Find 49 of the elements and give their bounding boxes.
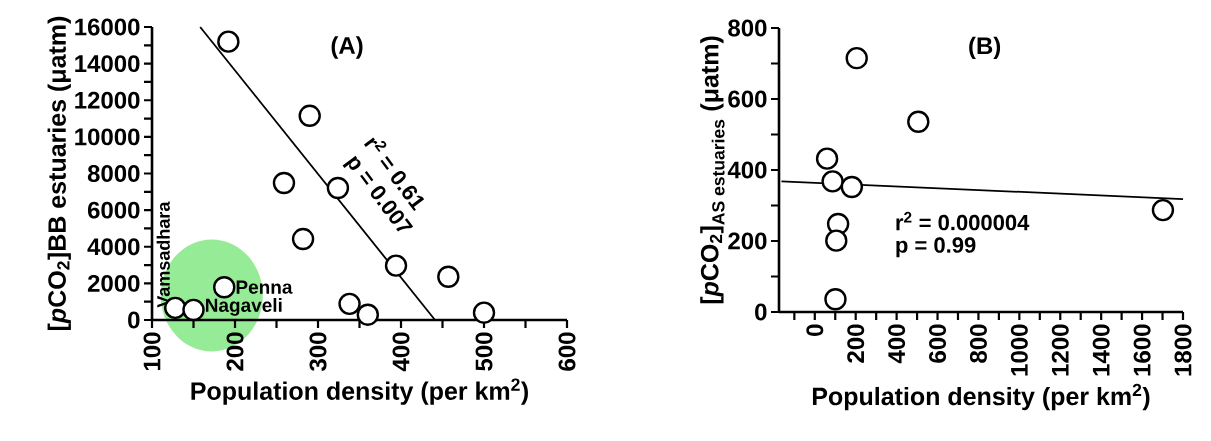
point [821, 170, 844, 193]
annotation: Penna [236, 280, 293, 294]
annotation: r$^{2}$ = 0.000004 [896, 211, 1030, 231]
y-tick-label: 400 [727, 161, 767, 179]
x-tick-label: 200 [847, 324, 865, 363]
point [384, 254, 408, 277]
x-tick-label: 1600 [1133, 324, 1151, 376]
point [182, 298, 205, 322]
point [356, 303, 380, 326]
y-tick-label: 0 [755, 303, 767, 321]
y-tick-label: 4000 [87, 238, 140, 256]
point [907, 110, 930, 133]
annotation: p = 0.99 [896, 237, 976, 258]
x-axis-title: Population density (per km$^{2}$) [191, 378, 528, 405]
y-tick-label: 600 [728, 90, 767, 108]
point [840, 175, 864, 199]
point [213, 276, 236, 299]
y-tick-label: 10000 [75, 128, 140, 146]
chart-title: (A) [331, 36, 363, 59]
y-tick-label: 14000 [75, 55, 140, 73]
y-tick-label: 800 [728, 19, 767, 37]
x-tick-label: 1800 [1174, 324, 1192, 376]
y-tick-label: 16000 [75, 18, 140, 36]
y-tick-label: 6000 [87, 201, 140, 219]
x-tick-label: 600 [558, 332, 576, 371]
x-tick-label: 400 [392, 332, 410, 372]
x-tick-label: 800 [969, 324, 987, 363]
y-axis-title: $\text{[}\textit{p}\text{CO}_{\text{2}}\text{]}_{\text{AS estuaries}}\text{ (μatm)}$ [700, 36, 725, 304]
x-tick-label: 300 [309, 332, 327, 372]
y-tick-label: 200 [728, 232, 767, 250]
x-tick-label: 400 [888, 324, 906, 364]
x-tick-label: 1000 [1010, 324, 1028, 376]
y-tick-label: 2000 [87, 274, 140, 292]
x-tick-label: 200 [226, 332, 244, 371]
annotation: Nagaveli [205, 298, 282, 316]
y-axis-title: $\text{[}\textit{p}\text{CO}_{\text{2}}\text{]BB estuaries (μatm)}$ [47, 16, 71, 330]
x-tick-label: 500 [475, 332, 493, 371]
x-tick-label: 1400 [1092, 324, 1110, 376]
point [326, 176, 350, 200]
chart-title: (B) [969, 36, 1001, 60]
y-tick-label: 0 [128, 311, 140, 329]
x-tick-label: 100 [143, 332, 161, 371]
x-axis-title: Population density (per km$^{2}$) [812, 383, 1150, 411]
x-tick-label: 0 [806, 324, 824, 336]
x-tick-label: 1200 [1051, 324, 1069, 376]
y-tick-label: 12000 [75, 91, 140, 109]
x-tick-label: 600 [929, 324, 947, 363]
y-tick-label: 8000 [87, 165, 140, 182]
annotation: Vamsadhara [156, 201, 170, 308]
